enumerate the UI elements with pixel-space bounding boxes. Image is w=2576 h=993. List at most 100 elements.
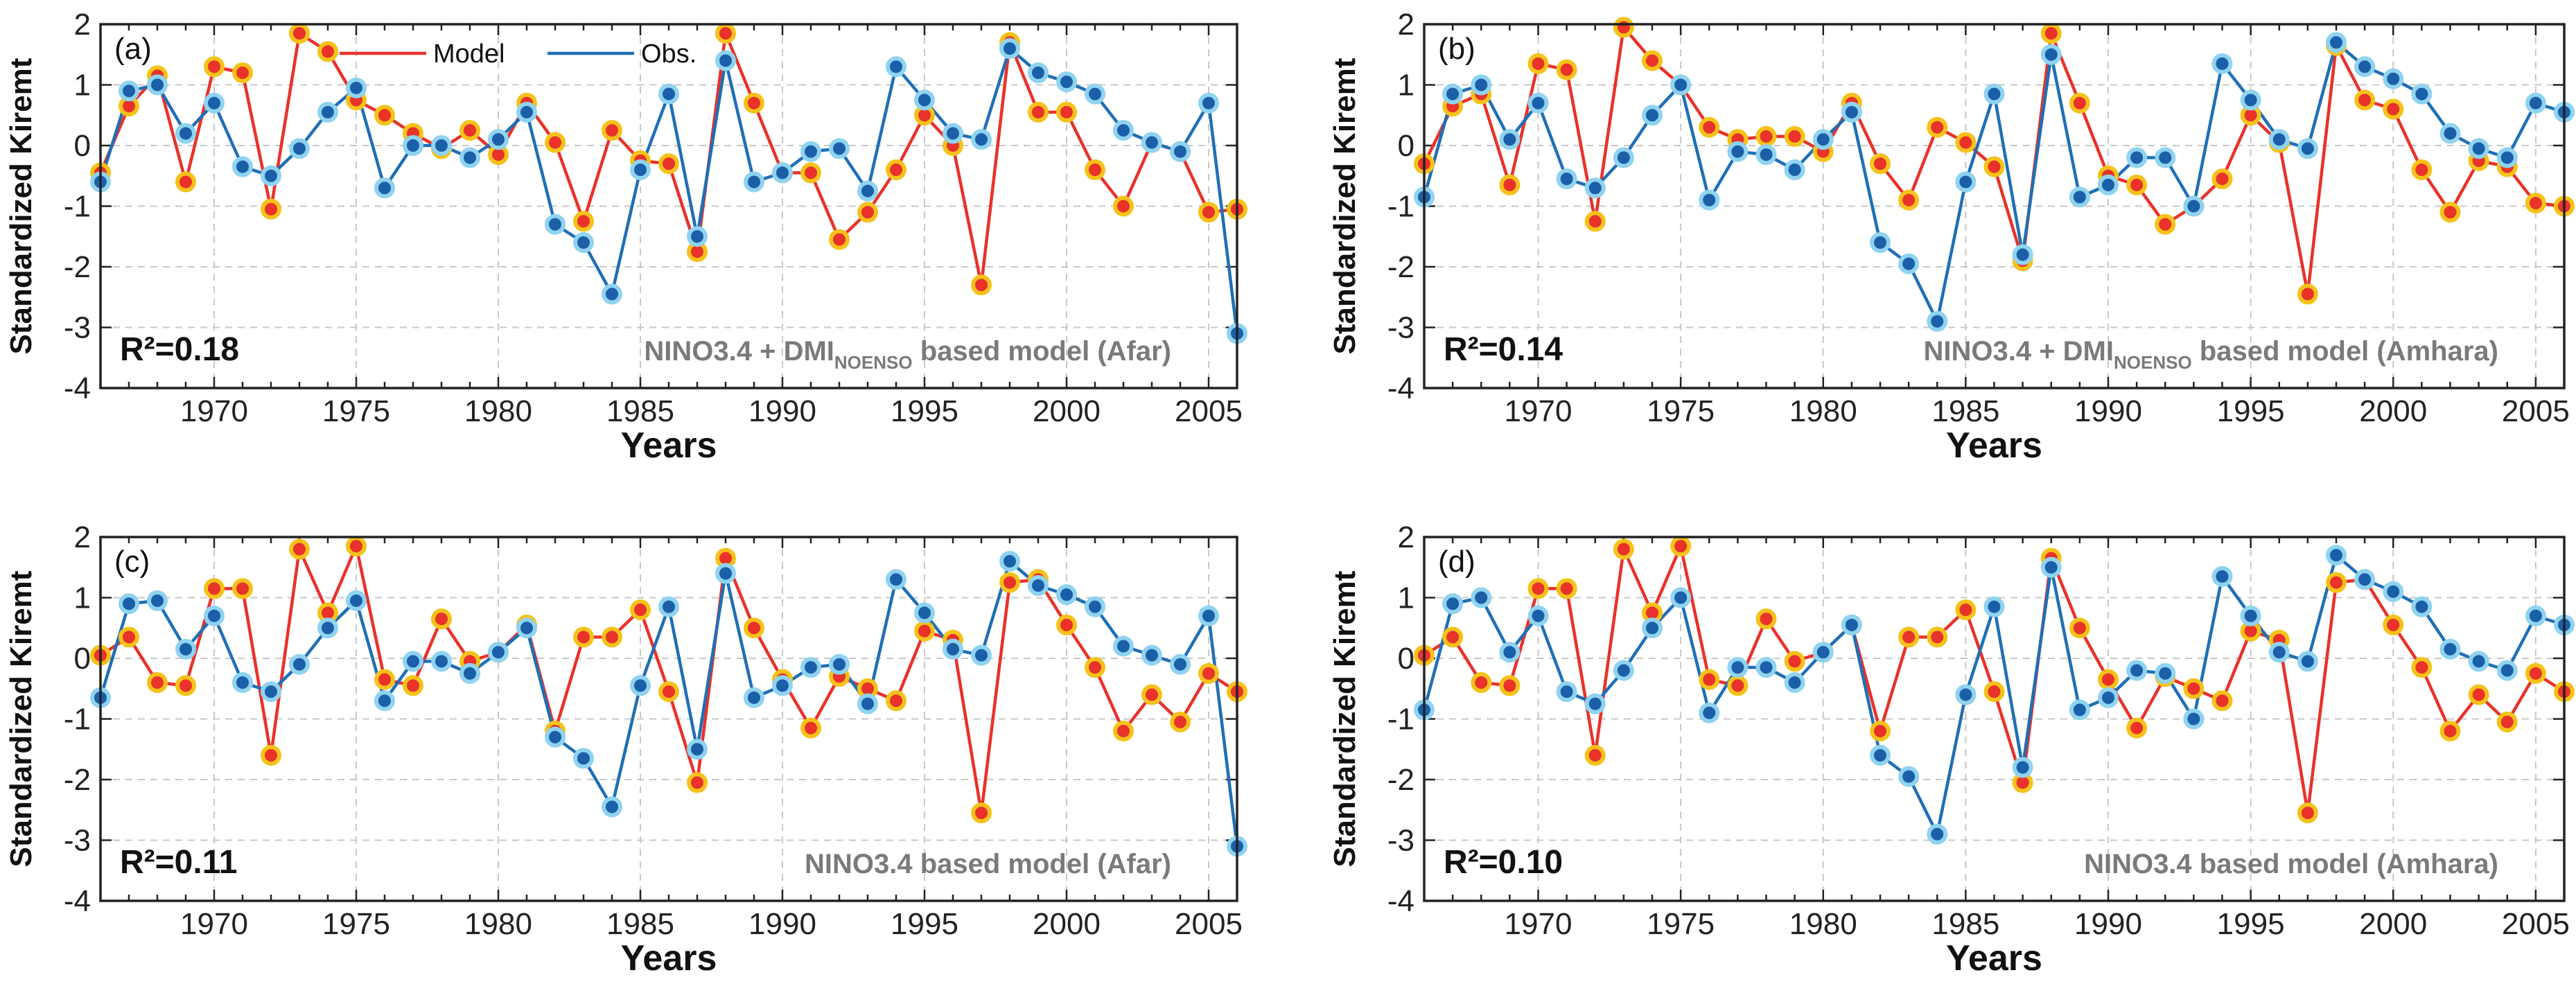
obs-point [1584, 693, 1606, 714]
y-tick-label: -2 [64, 763, 91, 797]
y-tick-label: 2 [74, 520, 91, 554]
obs-point [147, 74, 168, 96]
model-point [1898, 626, 1920, 648]
x-tick-label: 1970 [180, 907, 248, 941]
model-point [800, 162, 821, 184]
x-tick-label: 1975 [322, 907, 390, 941]
model-point [204, 578, 225, 599]
obs-point [2126, 147, 2148, 168]
obs-point [2012, 244, 2033, 265]
obs-point [573, 232, 594, 253]
obs-point [971, 129, 992, 150]
y-tick-label: -4 [64, 371, 91, 405]
plot-frame [1423, 23, 2566, 389]
obs-point [2411, 596, 2433, 617]
obs-point [2012, 757, 2033, 778]
obs-point [403, 135, 423, 156]
model-point [1642, 50, 1663, 71]
obs-point [374, 177, 395, 199]
model-point [658, 681, 679, 703]
model-point [1983, 156, 2005, 177]
model-description: NINO3.4 based model (Amhara) [2084, 849, 2498, 879]
r-squared-label: R²=0.18 [120, 331, 239, 368]
panel-label: (c) [114, 545, 150, 579]
obs-point [1584, 177, 1606, 199]
model-point [403, 675, 423, 696]
y-axis-label: Standardized Kiremt [4, 58, 38, 354]
obs-point [2040, 556, 2062, 578]
r-squared-label: R²=0.11 [120, 844, 237, 881]
obs-point [971, 644, 992, 666]
x-tick-label: 1995 [891, 394, 958, 428]
model-point [1613, 538, 1634, 560]
y-tick-label: 1 [74, 581, 91, 615]
model-description: NINO3.4 based model (Afar) [805, 849, 1171, 879]
obs-point [1927, 310, 1948, 332]
y-tick-label: -4 [1387, 371, 1414, 405]
obs-point [943, 123, 963, 144]
obs-point [2297, 138, 2318, 159]
obs-point [2326, 32, 2347, 53]
model-point [2496, 711, 2518, 732]
obs-point [602, 283, 622, 305]
obs-point [630, 675, 651, 696]
obs-point [1198, 605, 1219, 626]
x-tick-label: 2005 [2502, 907, 2570, 941]
model-point [2211, 690, 2233, 712]
y-tick-label: -4 [64, 884, 91, 918]
x-tick-label: 1975 [322, 394, 390, 428]
obs-point [1056, 71, 1077, 93]
r-squared-label: R²=0.10 [1444, 844, 1563, 881]
model-point [317, 41, 338, 62]
model-point [1198, 202, 1219, 223]
x-tick-label: 1980 [1789, 907, 1857, 941]
obs-point [914, 602, 935, 624]
model-point [1113, 721, 1134, 741]
y-tick-label: 1 [1398, 69, 1414, 103]
y-tick-label: -4 [1387, 884, 1414, 918]
obs-point [829, 653, 850, 675]
obs-point [2240, 89, 2261, 111]
y-tick-label: -2 [64, 250, 91, 284]
obs-point [147, 590, 168, 611]
model-point [857, 202, 878, 223]
model-point [1085, 159, 1105, 180]
obs-point [2383, 68, 2404, 89]
y-tick-label: -1 [1387, 703, 1414, 737]
x-tick-label: 1990 [2074, 394, 2142, 428]
model-point [1870, 153, 1891, 175]
model-point [2439, 721, 2461, 741]
obs-point [658, 83, 679, 105]
obs-point [459, 662, 480, 684]
model-point [1584, 211, 1606, 232]
x-tick-label: 1985 [1931, 394, 1999, 428]
obs-point [488, 129, 509, 150]
model-point [573, 626, 594, 648]
model-point [1556, 59, 1577, 80]
model-point [1056, 614, 1077, 635]
obs-point [1471, 74, 1492, 96]
obs-point [2268, 642, 2290, 663]
obs-point [232, 156, 253, 177]
obs-point [2468, 651, 2489, 672]
obs-point [1141, 644, 1162, 666]
x-tick-label: 1985 [606, 394, 674, 428]
y-tick-label: -2 [1387, 763, 1414, 797]
obs-point [630, 159, 651, 180]
x-tick-label: 1980 [1789, 394, 1857, 428]
obs-point [2069, 186, 2090, 208]
obs-point [1898, 253, 1920, 274]
model-point [2411, 159, 2433, 180]
model-point [2126, 717, 2148, 739]
obs-point [459, 147, 480, 168]
model-point [2297, 283, 2318, 305]
obs-point [261, 165, 281, 186]
model-point [261, 198, 281, 220]
chart-panel-1: 1970 1975 1980 1985 1990 1995 2000 2005 2 1 0 -1 -2 -… [4, 8, 1247, 466]
r-squared-label: R²=0.14 [1444, 331, 1563, 368]
obs-point [2126, 660, 2148, 681]
model-point [2155, 213, 2176, 235]
obs-point [2525, 92, 2546, 114]
model-point [1056, 101, 1077, 123]
obs-point [2383, 581, 2404, 602]
